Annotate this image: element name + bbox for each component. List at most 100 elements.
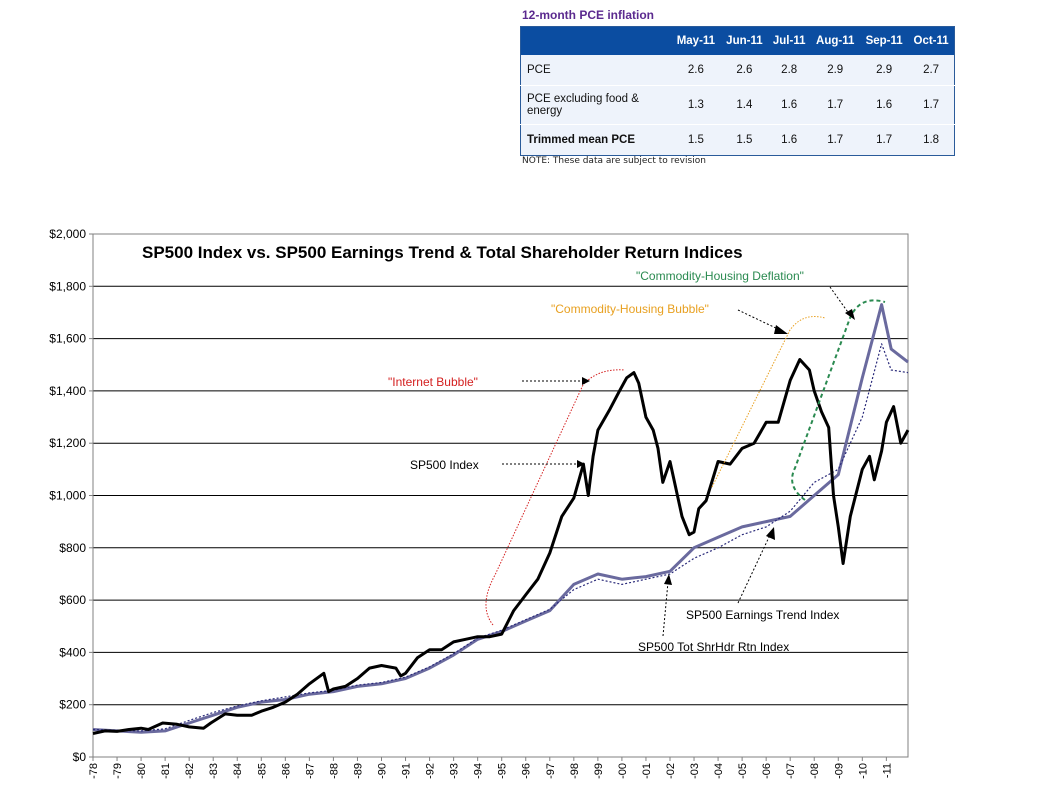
x-tick-label: -79 (112, 763, 124, 779)
housing-bubble-bracket (711, 316, 826, 488)
y-tick-label: $1,600 (49, 332, 86, 346)
x-tick-label: -93 (449, 763, 461, 779)
earnings-trend-label: SP500 Earnings Trend Index (686, 608, 839, 622)
tsr-arrow (662, 581, 669, 637)
pce-cell: 2.6 (720, 55, 769, 86)
pce-cell: 1.6 (768, 85, 811, 125)
y-tick-label: $200 (59, 698, 86, 712)
tsr-label: SP500 Tot ShrHdr Rtn Index (638, 640, 789, 654)
pce-cell: 2.6 (671, 55, 721, 86)
housing-bubble-label: "Commodity-Housing Bubble" (551, 302, 709, 316)
pce-header: Jun-11 (720, 26, 769, 55)
housing-deflation-arrow (829, 286, 851, 316)
x-tick-label: -06 (761, 763, 773, 779)
pce-cell: 1.7 (810, 85, 861, 125)
pce-cell: 1.4 (720, 85, 769, 125)
y-tick-label: $1,400 (49, 384, 86, 398)
y-axis-ticks: $0 $200 $400 $600 $800 $1,000 $1,200 $1,400 $1,6… (49, 227, 93, 764)
arrowhead (577, 460, 585, 468)
x-tick-label: -96 (521, 763, 533, 779)
x-tick-label: -05 (737, 763, 749, 779)
pce-cell: 1.3 (671, 85, 721, 125)
pce-row: PCE 2.6 2.6 2.8 2.9 2.9 2.7 (520, 55, 955, 86)
pce-cell: 1.5 (671, 124, 721, 156)
x-tick-label: -07 (785, 763, 797, 779)
pce-header: Jul-11 (768, 26, 811, 55)
plot-border (92, 233, 909, 758)
internet-bubble-label: "Internet Bubble" (388, 375, 478, 389)
pce-cell: 1.8 (908, 124, 955, 156)
x-tick-label: -09 (833, 763, 845, 779)
pce-cell: 1.7 (908, 85, 955, 125)
pce-row-label: Trimmed mean PCE (520, 124, 671, 156)
x-tick-label: -91 (401, 763, 413, 779)
pce-table: May-11 Jun-11 Jul-11 Aug-11 Sep-11 Oct-1… (520, 26, 955, 156)
chart-series (92, 303, 910, 735)
arrowhead (845, 309, 855, 320)
series-sp500 (92, 358, 910, 735)
arrowhead (774, 325, 788, 334)
pce-header-row: May-11 Jun-11 Jul-11 Aug-11 Sep-11 Oct-1… (520, 26, 955, 55)
pce-row-label: PCE (520, 55, 671, 86)
pce-row-label: PCE excluding food & energy (520, 85, 671, 125)
pce-cell: 2.9 (860, 55, 909, 86)
pce-header-blank (520, 26, 671, 55)
y-tick-label: $1,200 (49, 436, 86, 450)
pce-header: May-11 (671, 26, 721, 55)
pce-note: NOTE: These data are subject to revision (522, 156, 706, 166)
series-tsr (92, 343, 909, 732)
pce-cell: 1.7 (810, 124, 861, 156)
x-tick-label: -94 (473, 763, 485, 779)
pce-cell: 2.9 (810, 55, 861, 86)
housing-deflation-label: "Commodity-Housing Deflation" (636, 269, 804, 283)
pce-cell: 1.5 (720, 124, 769, 156)
sp500-index-label: SP500 Index (410, 458, 479, 472)
x-tick-label: -86 (280, 763, 292, 779)
annotation-shapes (485, 286, 886, 637)
x-tick-label: -87 (304, 763, 316, 779)
arrowhead (766, 527, 775, 540)
pce-row: Trimmed mean PCE 1.5 1.5 1.6 1.7 1.7 1.8 (520, 124, 955, 156)
y-tick-label: $1,800 (49, 279, 86, 293)
x-tick-label: -99 (593, 763, 605, 779)
x-tick-label: -82 (184, 763, 196, 779)
y-tick-label: $800 (59, 541, 86, 555)
pce-cell: 1.6 (768, 124, 811, 156)
y-tick-label: $2,000 (49, 227, 86, 241)
x-tick-label: -88 (328, 763, 340, 779)
pce-row: PCE excluding food & energy 1.3 1.4 1.6 … (520, 85, 955, 125)
pce-header: Sep-11 (860, 26, 909, 55)
internet-bubble-bracket (485, 369, 626, 626)
x-tick-label: -89 (352, 763, 364, 779)
x-tick-label: -97 (545, 763, 557, 779)
y-tick-label: $1,000 (49, 489, 86, 503)
x-axis-ticks: -78 -79 -80 -81 -82 -83 -84 -85 -86 -87 -88 -89 -90 -… (88, 757, 893, 779)
pce-cell: 1.6 (860, 85, 909, 125)
pce-cell: 2.8 (768, 55, 811, 86)
arrowhead (582, 377, 590, 385)
y-tick-label: $400 (59, 645, 86, 659)
x-tick-label: -00 (617, 763, 629, 779)
y-tick-label: $0 (73, 750, 87, 764)
x-tick-label: -03 (689, 763, 701, 779)
x-tick-label: -92 (425, 763, 437, 779)
pce-cell: 1.7 (860, 124, 909, 156)
housing-deflation-bracket (791, 299, 886, 501)
x-tick-label: -90 (376, 763, 388, 779)
x-tick-label: -78 (88, 763, 100, 779)
x-tick-label: -83 (208, 763, 220, 779)
x-tick-label: -10 (857, 763, 869, 779)
x-tick-label: -08 (809, 763, 821, 779)
chart-title: SP500 Index vs. SP500 Earnings Trend & T… (142, 243, 743, 262)
earnings-trend-arrow (737, 534, 771, 604)
x-tick-label: -80 (136, 763, 148, 779)
x-tick-label: -98 (569, 763, 581, 779)
x-tick-label: -11 (881, 763, 893, 778)
x-tick-label: -02 (665, 763, 677, 779)
x-tick-label: -01 (641, 763, 653, 779)
pce-title: 12-month PCE inflation (522, 8, 654, 22)
y-tick-label: $600 (59, 593, 86, 607)
arrowhead (664, 574, 672, 585)
x-tick-label: -95 (497, 763, 509, 779)
